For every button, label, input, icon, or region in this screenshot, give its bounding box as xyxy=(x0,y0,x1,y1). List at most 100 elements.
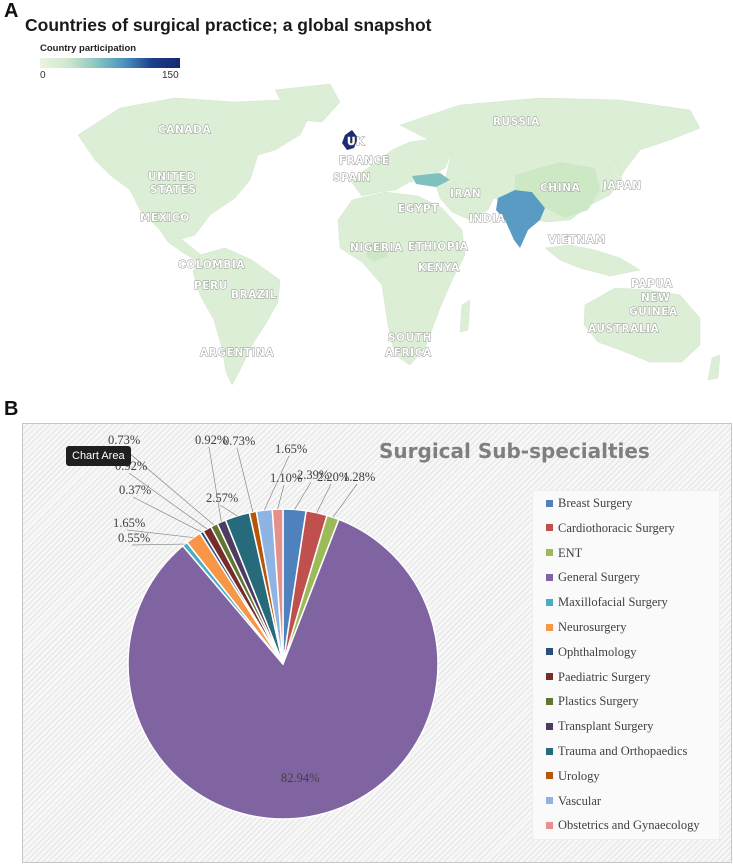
pie-label-general-surgery: 82.94% xyxy=(281,771,320,785)
label-australia: AUSTRALIA xyxy=(588,323,660,335)
legend-item[interactable]: Neurosurgery xyxy=(546,620,627,636)
legend-swatch xyxy=(546,673,553,681)
legend-swatch xyxy=(546,549,553,557)
label-canada: CANADA xyxy=(158,124,211,136)
pie-slice-general-surgery[interactable] xyxy=(127,518,439,820)
chart-legend xyxy=(532,490,720,840)
pie-label-cardiothoracic-surgery: 2.20% xyxy=(317,470,349,484)
pie-label-ophthalmology: 0.37% xyxy=(119,483,151,497)
pie-leader-line xyxy=(219,504,238,517)
pie-leader-lines xyxy=(121,446,358,546)
label-south-africa-2: AFRICA xyxy=(385,347,432,359)
africa-landmass xyxy=(337,191,466,366)
pie-leader-line xyxy=(131,543,185,546)
chart-title: Surgical Sub-specialties xyxy=(379,439,650,463)
legend-label: Trauma and Orthopaedics xyxy=(558,744,688,758)
label-kenya: KENYA xyxy=(418,262,460,274)
legend-swatch xyxy=(546,698,553,706)
pie-leader-line xyxy=(316,483,332,513)
pie-leader-line xyxy=(332,483,358,518)
legend-label: General Surgery xyxy=(558,570,641,585)
pie-leader-line xyxy=(263,455,290,511)
pie-leader-line xyxy=(236,447,254,513)
legend-item[interactable]: General Surgery xyxy=(546,570,640,586)
label-south-africa-1: SOUTH xyxy=(388,332,432,344)
label-nigeria: NIGERIA xyxy=(350,242,403,254)
pie-label-ent: 1.28% xyxy=(343,470,375,484)
pie-label-maxillofacial-surgery: 0.55% xyxy=(118,531,150,545)
map-legend-title: Country participation xyxy=(40,43,137,54)
europe-landmass xyxy=(349,137,453,197)
legend-item[interactable]: Ophthalmology xyxy=(546,645,636,661)
pie-leader-line xyxy=(132,496,202,533)
legend-item[interactable]: Transplant Surgery xyxy=(546,719,654,735)
legend-label: Cardiothoracic Surgery xyxy=(558,520,675,535)
pie-leader-line xyxy=(128,472,208,530)
india-region xyxy=(496,190,545,248)
legend-label: Plastics Surgery xyxy=(558,694,639,709)
middle-east-landmass xyxy=(434,181,496,221)
legend-item[interactable]: Breast Surgery xyxy=(546,496,632,512)
legend-item[interactable]: Trauma and Orthopaedics xyxy=(546,744,687,760)
label-papua-1: PAPUA xyxy=(631,278,673,290)
label-united-states-2: STATES xyxy=(150,184,197,196)
panel-b-letter: B xyxy=(4,398,19,420)
legend-label: Paediatric Surgery xyxy=(558,669,651,684)
pie-label-urology: 0.73% xyxy=(223,434,255,448)
legend-label: ENT xyxy=(558,545,583,560)
legend-swatch xyxy=(546,623,553,631)
legend-item[interactable]: Obstetrics and Gynaecology xyxy=(546,818,700,834)
label-egypt: EGYPT xyxy=(398,203,439,215)
china-region xyxy=(515,162,600,218)
new-zealand-landmass xyxy=(707,354,721,381)
legend-label: Transplant Surgery xyxy=(558,719,654,734)
label-japan: JAPAN xyxy=(602,180,642,192)
pie-label-obstetrics-and-gynaecology: 1.10% xyxy=(270,471,302,485)
label-peru: PERU xyxy=(194,280,228,292)
legend-label: Obstetrics and Gynaecology xyxy=(558,818,700,833)
uk-region xyxy=(342,130,358,150)
pie-label-plastics-surgery: 0.73% xyxy=(108,433,140,447)
nigeria-region xyxy=(366,242,388,262)
se-asia-islands xyxy=(544,244,641,277)
label-ethiopia: ETHIOPIA xyxy=(408,241,469,253)
legend-item[interactable]: Vascular xyxy=(546,794,601,810)
legend-label: Breast Surgery xyxy=(558,496,633,510)
legend-item[interactable]: Paediatric Surgery xyxy=(546,670,650,686)
australia-landmass xyxy=(583,287,701,363)
legend-item[interactable]: Plastics Surgery xyxy=(546,694,639,710)
legend-label: Ophthalmology xyxy=(558,644,637,659)
label-china: CHINA xyxy=(540,182,581,194)
legend-label: Neurosurgery xyxy=(558,620,627,634)
japan-landmass xyxy=(605,159,623,191)
legend-swatch xyxy=(546,722,553,730)
map-title: Countries of surgical practice; a global… xyxy=(25,15,432,35)
panel-a-letter: A xyxy=(4,0,19,22)
north-america-landmass xyxy=(77,97,311,241)
pie-leader-line xyxy=(277,484,285,510)
label-france: FRANCE xyxy=(339,155,390,167)
legend-item[interactable]: Maxillofacial Surgery xyxy=(546,595,668,611)
label-india: INDIA xyxy=(469,213,506,225)
legend-swatch xyxy=(546,574,553,582)
legend-swatch xyxy=(546,747,553,755)
legend-label: Urology xyxy=(558,768,600,783)
label-spain: SPAIN xyxy=(333,172,371,184)
legend-item[interactable]: ENT xyxy=(546,546,582,562)
pie-leader-line xyxy=(121,446,215,526)
pie-label-breast-surgery: 2.39% xyxy=(297,468,329,482)
legend-swatch xyxy=(546,499,553,507)
label-iran: IRAN xyxy=(450,188,481,200)
pie-slice-obstetrics-and-gynaecology[interactable] xyxy=(271,508,284,665)
pie-chart-svg: Surgical Sub-specialties 2.39%2.20%1.28%… xyxy=(108,433,650,820)
pie-leader-line xyxy=(294,481,312,510)
pie-label-transplant-surgery: 0.92% xyxy=(195,433,227,447)
label-mexico: MEXICO xyxy=(140,212,190,224)
legend-item[interactable]: Urology xyxy=(546,769,600,785)
map-legend-max: 150 xyxy=(162,70,179,81)
legend-label: Vascular xyxy=(558,793,602,808)
label-argentina: ARGENTINA xyxy=(200,347,274,359)
turkey-region xyxy=(412,173,450,187)
world-map: CANADA UNITED STATES MEXICO COLOMBIA PER… xyxy=(77,83,721,386)
legend-item[interactable]: Cardiothoracic Surgery xyxy=(546,521,675,537)
